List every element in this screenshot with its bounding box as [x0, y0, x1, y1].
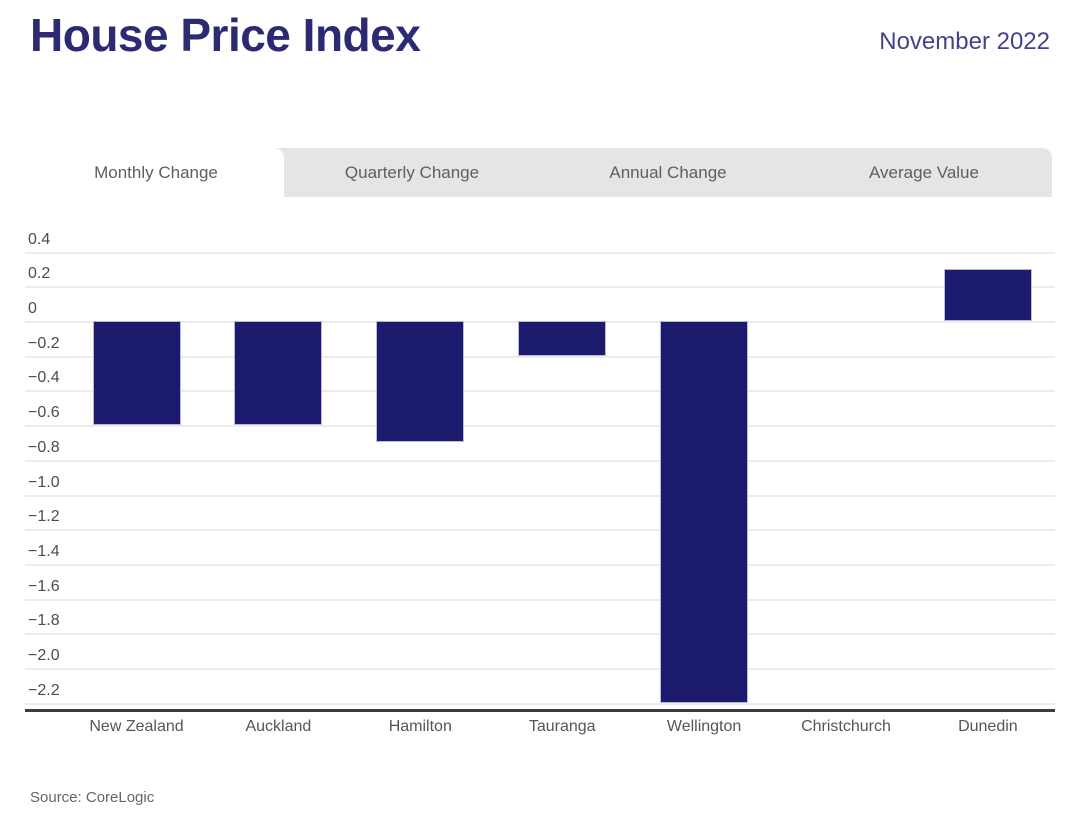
y-tick-label: −1.0 [28, 473, 60, 491]
bar-new-zealand[interactable] [92, 321, 181, 426]
gridline [25, 494, 1055, 497]
gridline [25, 702, 1055, 705]
gridline [25, 668, 1055, 670]
y-tick-label: −2.0 [28, 647, 60, 664]
x-axis-label: Tauranga [528, 718, 596, 735]
tab-quarterly-change[interactable]: Quarterly Change [344, 162, 480, 182]
y-tick-label: −1.6 [28, 577, 60, 595]
gridline [25, 529, 1055, 532]
y-tick-label: −0.6 [28, 404, 60, 422]
y-tick-label: −0.8 [28, 438, 60, 456]
x-axis-label: Hamilton [388, 718, 452, 735]
y-tick-label: 0 [28, 300, 37, 317]
x-axis-label: Dunedin [958, 718, 1018, 735]
x-axis-label: New Zealand [89, 718, 184, 735]
y-tick-label: −1.8 [28, 612, 60, 630]
x-axis-line [25, 709, 1055, 712]
page-title: House Price Index [30, 9, 421, 61]
tab-monthly-change[interactable]: Monthly Change [28, 148, 284, 197]
gridline [25, 425, 1055, 428]
x-axis-label: Auckland [245, 718, 312, 735]
gridline [25, 598, 1055, 601]
gridline [25, 286, 1055, 289]
y-tick-label: −0.2 [28, 334, 60, 352]
y-tick-label: −1.4 [28, 542, 60, 560]
bar-wellington[interactable] [660, 321, 749, 703]
gridline [25, 390, 1055, 393]
y-tick-label: 0.2 [28, 265, 51, 283]
chart-area: 0.4 0.2 0 −0.2 −0.4 −0.6 −0.8 −1.0 −1.2 −1.4 −1.6 −… [0, 210, 1080, 770]
x-axis-label: Christchurch [801, 718, 891, 735]
tab-bar: Monthly Change Quarterly Change Annual Cha… [28, 148, 1052, 197]
y-tick-label: −0.4 [28, 369, 60, 387]
y-tick-label: −2.2 [28, 681, 60, 699]
y-tick-label: −1.2 [28, 508, 60, 526]
source-note: Source: CoreLogic [30, 789, 155, 806]
x-axis-label: Wellington [666, 718, 742, 735]
tab-annual-change[interactable]: Annual Change [609, 162, 727, 182]
y-tick-label: 0.4 [28, 230, 51, 248]
gridline [25, 633, 1055, 636]
bar-tauranga[interactable] [518, 321, 607, 356]
gridline [25, 355, 1055, 358]
gridline [25, 251, 1055, 254]
bar-dunedin[interactable] [943, 268, 1032, 321]
bar-auckland[interactable] [234, 321, 323, 426]
gridline [25, 459, 1055, 462]
tab-average-value[interactable]: Average Value [869, 162, 979, 182]
bar-hamilton[interactable] [376, 321, 465, 443]
gridline [25, 563, 1055, 566]
report-date: November 2022 [879, 28, 1050, 55]
